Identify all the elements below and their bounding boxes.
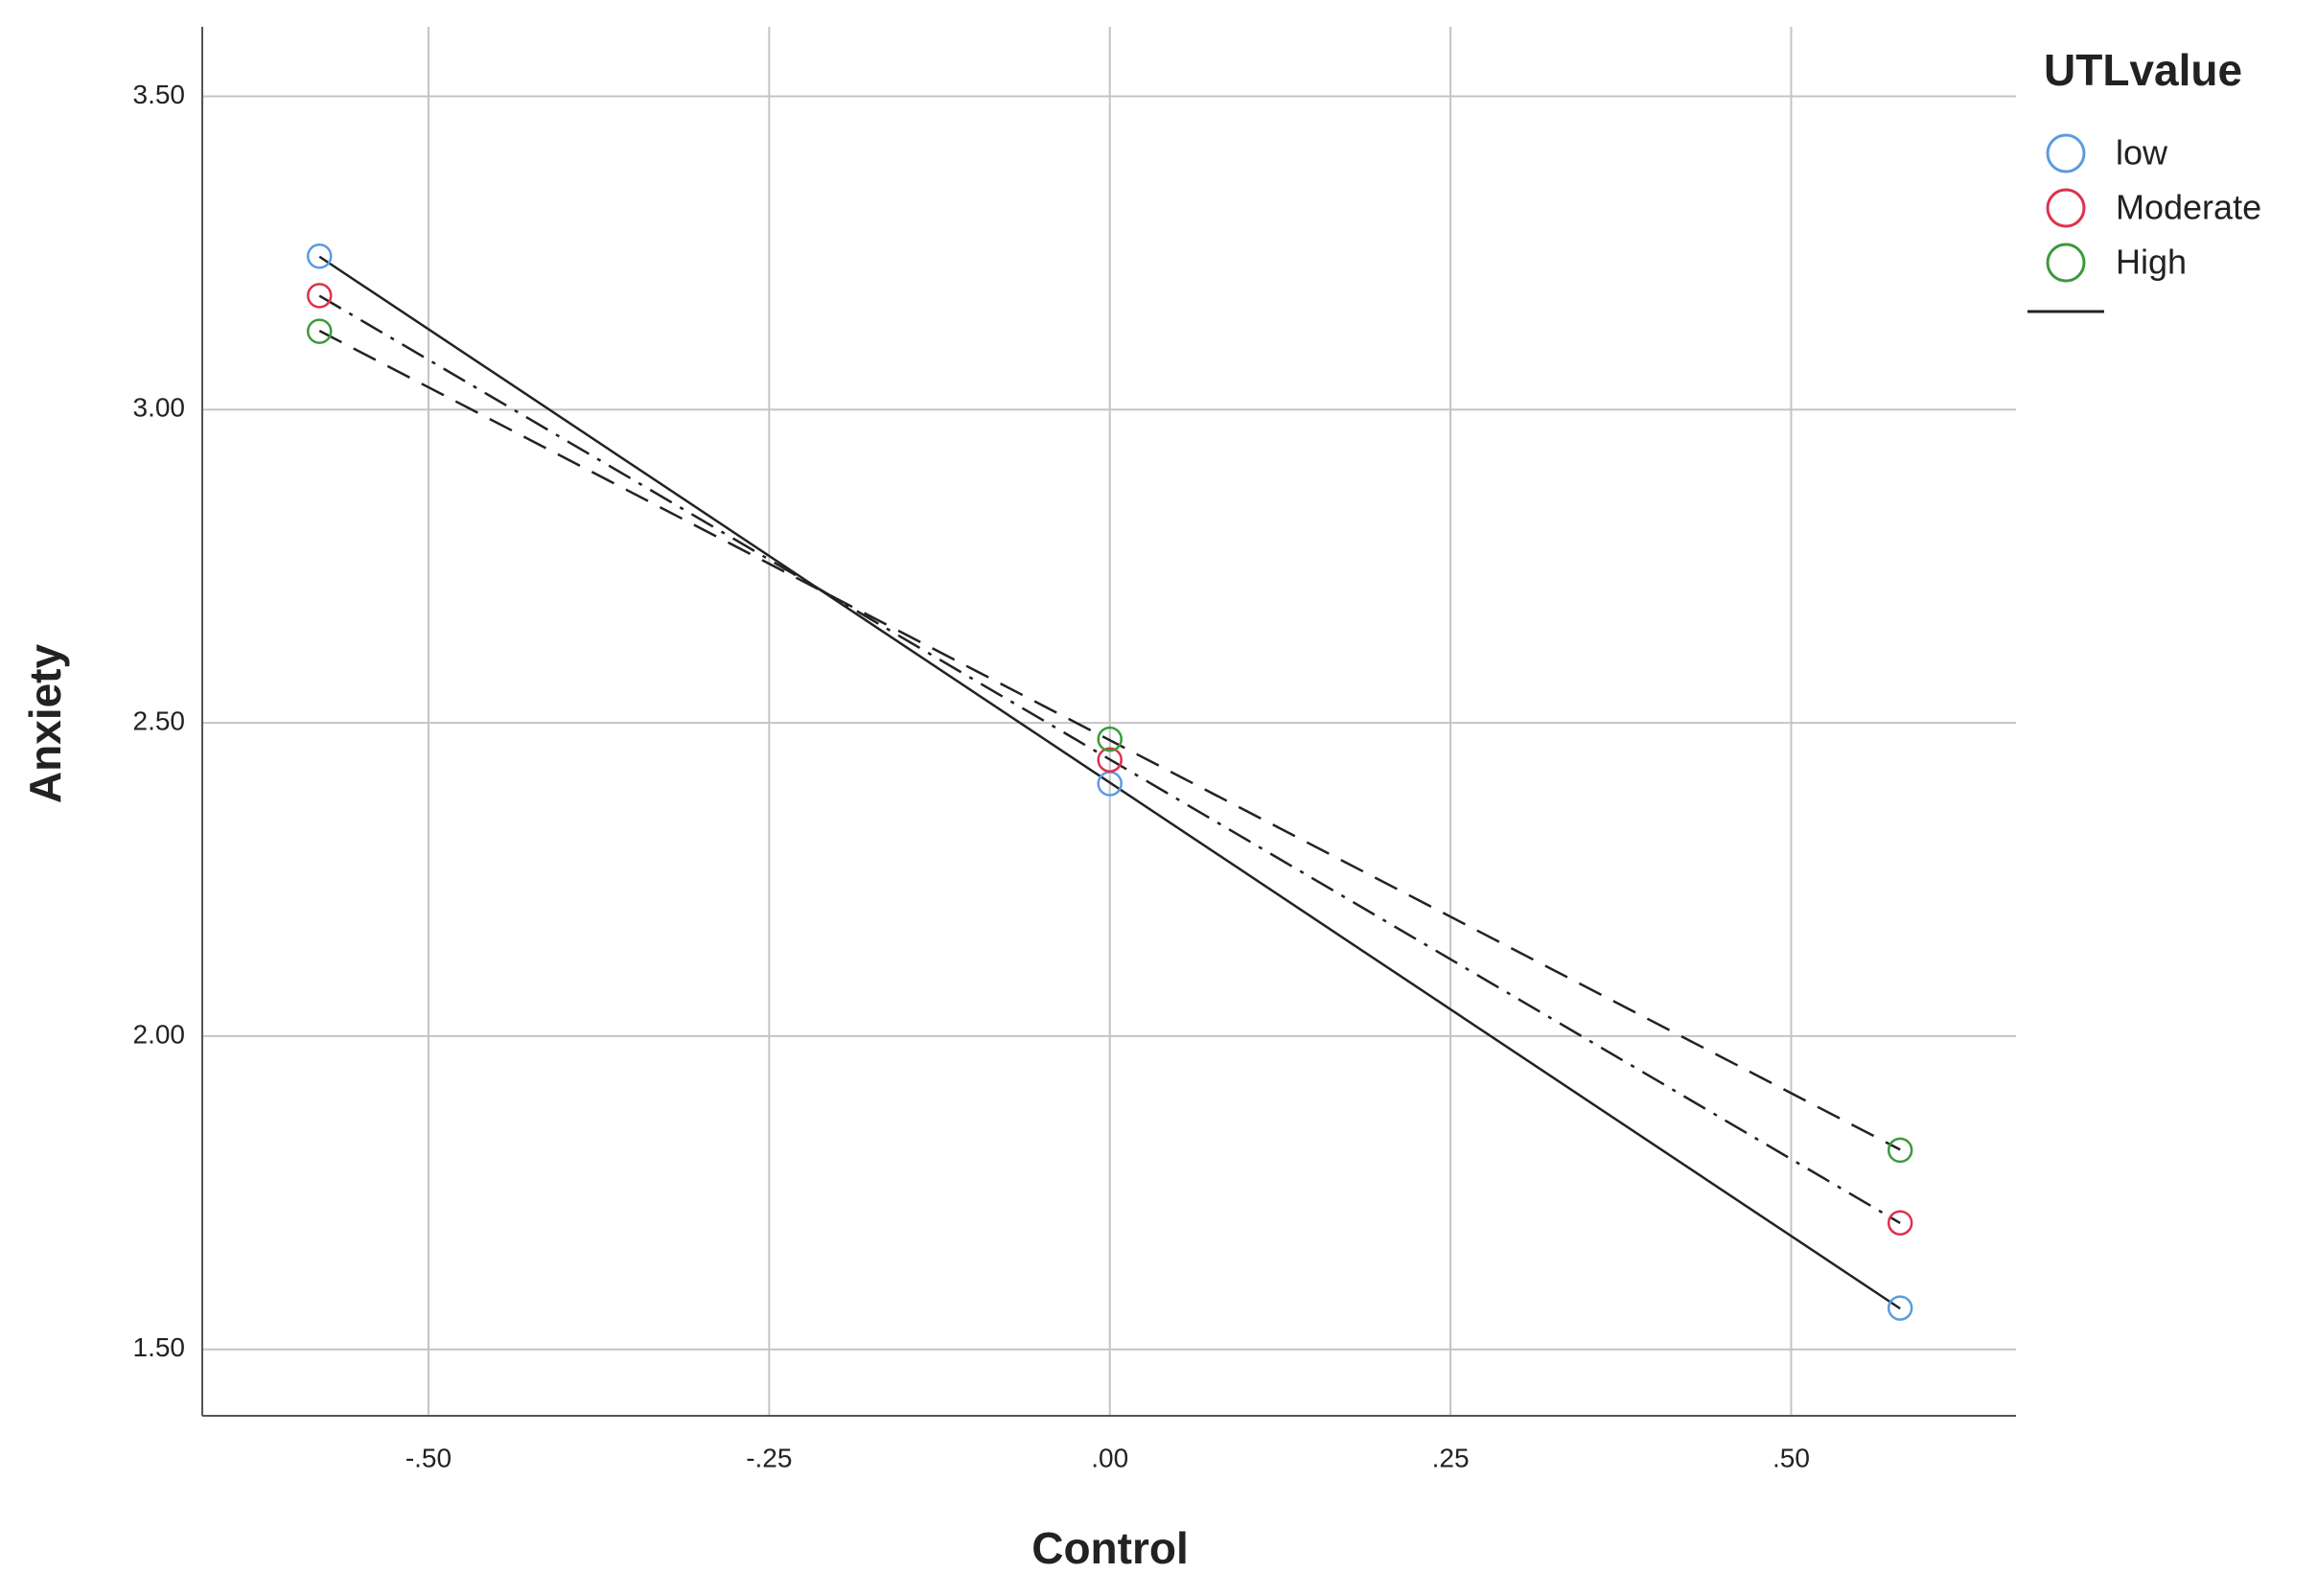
- x-tick-label: .50: [1773, 1443, 1810, 1472]
- point: [306, 318, 333, 344]
- x-tick-label: -.25: [746, 1443, 792, 1472]
- y-tick-label: 2.50: [133, 706, 186, 736]
- x-axis-title: Control: [1031, 1523, 1189, 1573]
- legend-label: High: [2116, 243, 2187, 282]
- legend-title: UTLvalue: [2044, 45, 2242, 95]
- x-tick-label: .25: [1432, 1443, 1470, 1472]
- point: [1887, 1295, 1913, 1321]
- point: [306, 283, 333, 309]
- x-tick-label: .00: [1091, 1443, 1128, 1472]
- y-tick-label: 3.00: [133, 393, 186, 423]
- point: [306, 243, 333, 269]
- point: [1887, 1137, 1913, 1164]
- y-axis-title: Anxiety: [20, 644, 70, 804]
- legend-label: low: [2116, 133, 2168, 173]
- point: [1097, 726, 1123, 752]
- legend-marker: [2046, 188, 2086, 228]
- point: [1887, 1210, 1913, 1236]
- y-tick-label: 1.50: [133, 1332, 186, 1362]
- point: [1097, 747, 1123, 773]
- legend-marker: [2046, 243, 2086, 283]
- legend-marker: [2046, 133, 2086, 173]
- y-tick-label: 3.50: [133, 80, 186, 109]
- y-tick-label: 2.00: [133, 1019, 186, 1049]
- x-tick-label: -.50: [405, 1443, 452, 1472]
- legend-label: Moderate: [2116, 188, 2261, 227]
- fit-line: [318, 329, 1901, 1151]
- fit-line: [318, 294, 1901, 1224]
- fit-line: [318, 255, 1901, 1310]
